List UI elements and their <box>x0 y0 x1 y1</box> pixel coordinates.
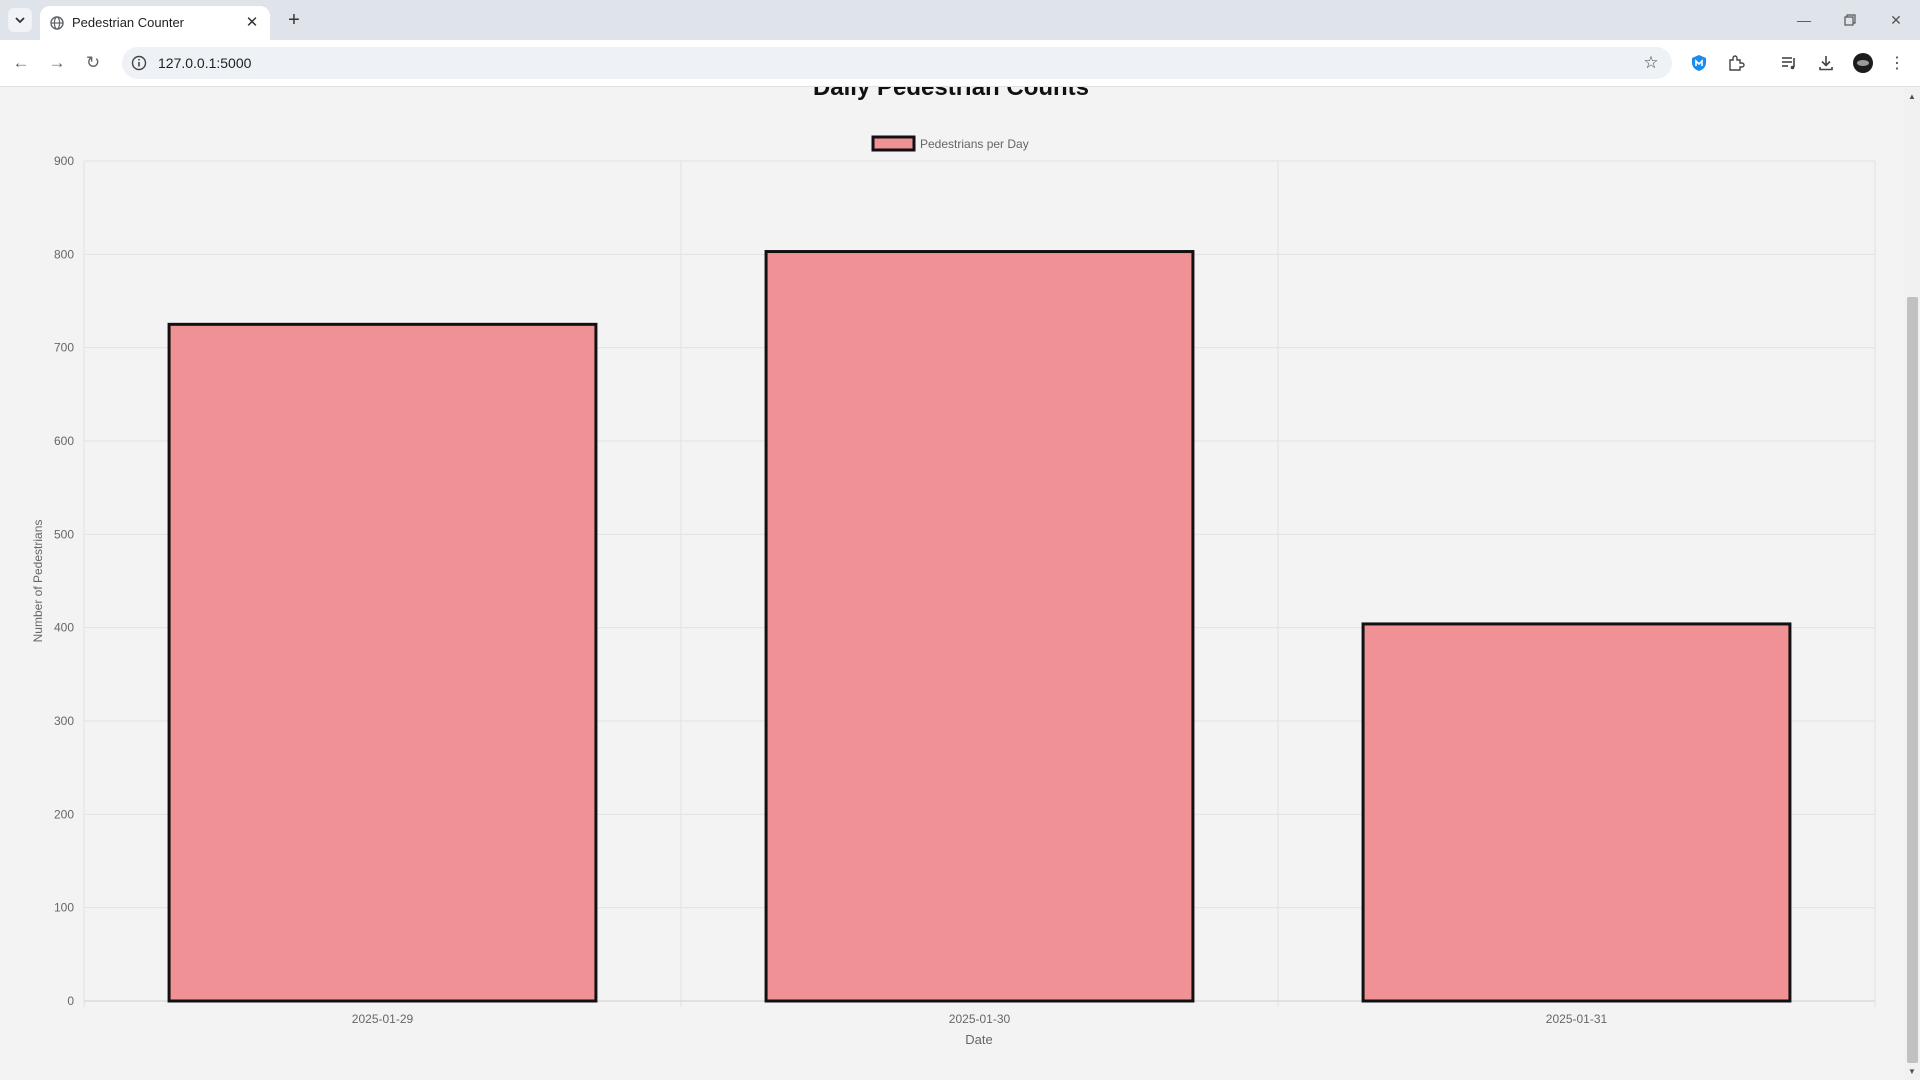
chevron-down-icon <box>15 17 25 24</box>
x-tick-label: 2025-01-31 <box>1546 1012 1608 1026</box>
site-info-icon[interactable] <box>130 54 148 72</box>
minimize-icon[interactable]: — <box>1797 12 1811 28</box>
bookmark-star-icon[interactable]: ☆ <box>1643 53 1659 72</box>
y-axis-ticks: 0 100 200 300 400 500 600 700 800 900 <box>54 154 74 1008</box>
bar[interactable] <box>167 322 598 1003</box>
legend-label: Pedestrians per Day <box>920 137 1029 151</box>
x-tick-label: 2025-01-29 <box>352 1012 414 1026</box>
scrollbar-thumb[interactable] <box>1907 297 1918 1063</box>
page-content: Daily Pedestrian Counts Pedestrians per … <box>0 87 1904 1080</box>
browser-toolbar: ← → ↻ 127.0.0.1:5000 ☆ ⋮ <box>0 40 1920 87</box>
url-text: 127.0.0.1:5000 <box>158 55 252 71</box>
extension-shield-icon[interactable] <box>1686 50 1712 76</box>
close-tab-icon[interactable]: ✕ <box>245 14 259 31</box>
scroll-up-arrow-icon[interactable]: ▲ <box>1908 91 1916 101</box>
bar[interactable] <box>1361 622 1792 1003</box>
address-bar[interactable]: 127.0.0.1:5000 ☆ <box>122 47 1672 79</box>
profile-avatar[interactable] <box>1850 50 1876 76</box>
y-tick-label: 700 <box>54 341 74 355</box>
new-tab-button[interactable]: + <box>288 8 300 31</box>
y-tick-label: 400 <box>54 621 74 635</box>
bar-chart: Daily Pedestrian Counts Pedestrians per … <box>31 87 1876 1047</box>
y-axis-label: Number of Pedestrians <box>31 520 45 643</box>
menu-kebab-icon[interactable]: ⋮ <box>1889 55 1905 72</box>
extensions-puzzle-icon[interactable] <box>1723 50 1749 76</box>
media-control-icon[interactable] <box>1776 50 1802 76</box>
y-tick-label: 900 <box>54 154 74 168</box>
page-scrollbar[interactable]: ▲ ▼ <box>1904 87 1920 1080</box>
y-tick-label: 800 <box>54 247 74 261</box>
chart-legend: Pedestrians per Day <box>871 135 1029 152</box>
x-axis-label: Date <box>965 1032 992 1047</box>
forward-icon[interactable]: → <box>48 53 66 72</box>
download-icon[interactable] <box>1813 50 1839 76</box>
bar[interactable] <box>764 250 1195 1003</box>
y-tick-label: 100 <box>54 901 74 915</box>
chart-title: Daily Pedestrian Counts <box>813 87 1089 101</box>
y-tick-label: 500 <box>54 527 74 541</box>
reload-icon[interactable]: ↻ <box>85 53 101 72</box>
globe-icon <box>50 16 64 30</box>
y-tick-label: 0 <box>67 994 74 1008</box>
y-tick-label: 200 <box>54 807 74 821</box>
close-window-icon[interactable]: ✕ <box>1890 11 1902 28</box>
back-icon[interactable]: ← <box>12 53 30 72</box>
tab-search-button[interactable] <box>8 8 32 32</box>
y-tick-label: 300 <box>54 714 74 728</box>
x-tick-label: 2025-01-30 <box>949 1012 1011 1026</box>
chart-bars <box>167 250 1792 1003</box>
x-axis-ticks: 2025-01-29 2025-01-30 2025-01-31 <box>352 1012 1608 1026</box>
restore-icon[interactable] <box>1830 6 1870 34</box>
tab-active[interactable]: Pedestrian Counter ✕ <box>40 6 270 40</box>
scroll-down-arrow-icon[interactable]: ▼ <box>1908 1066 1916 1076</box>
legend-swatch <box>871 135 916 152</box>
tab-title: Pedestrian Counter <box>72 15 185 30</box>
tab-strip: Pedestrian Counter ✕ + — ✕ <box>0 0 1920 40</box>
y-tick-label: 600 <box>54 434 74 448</box>
